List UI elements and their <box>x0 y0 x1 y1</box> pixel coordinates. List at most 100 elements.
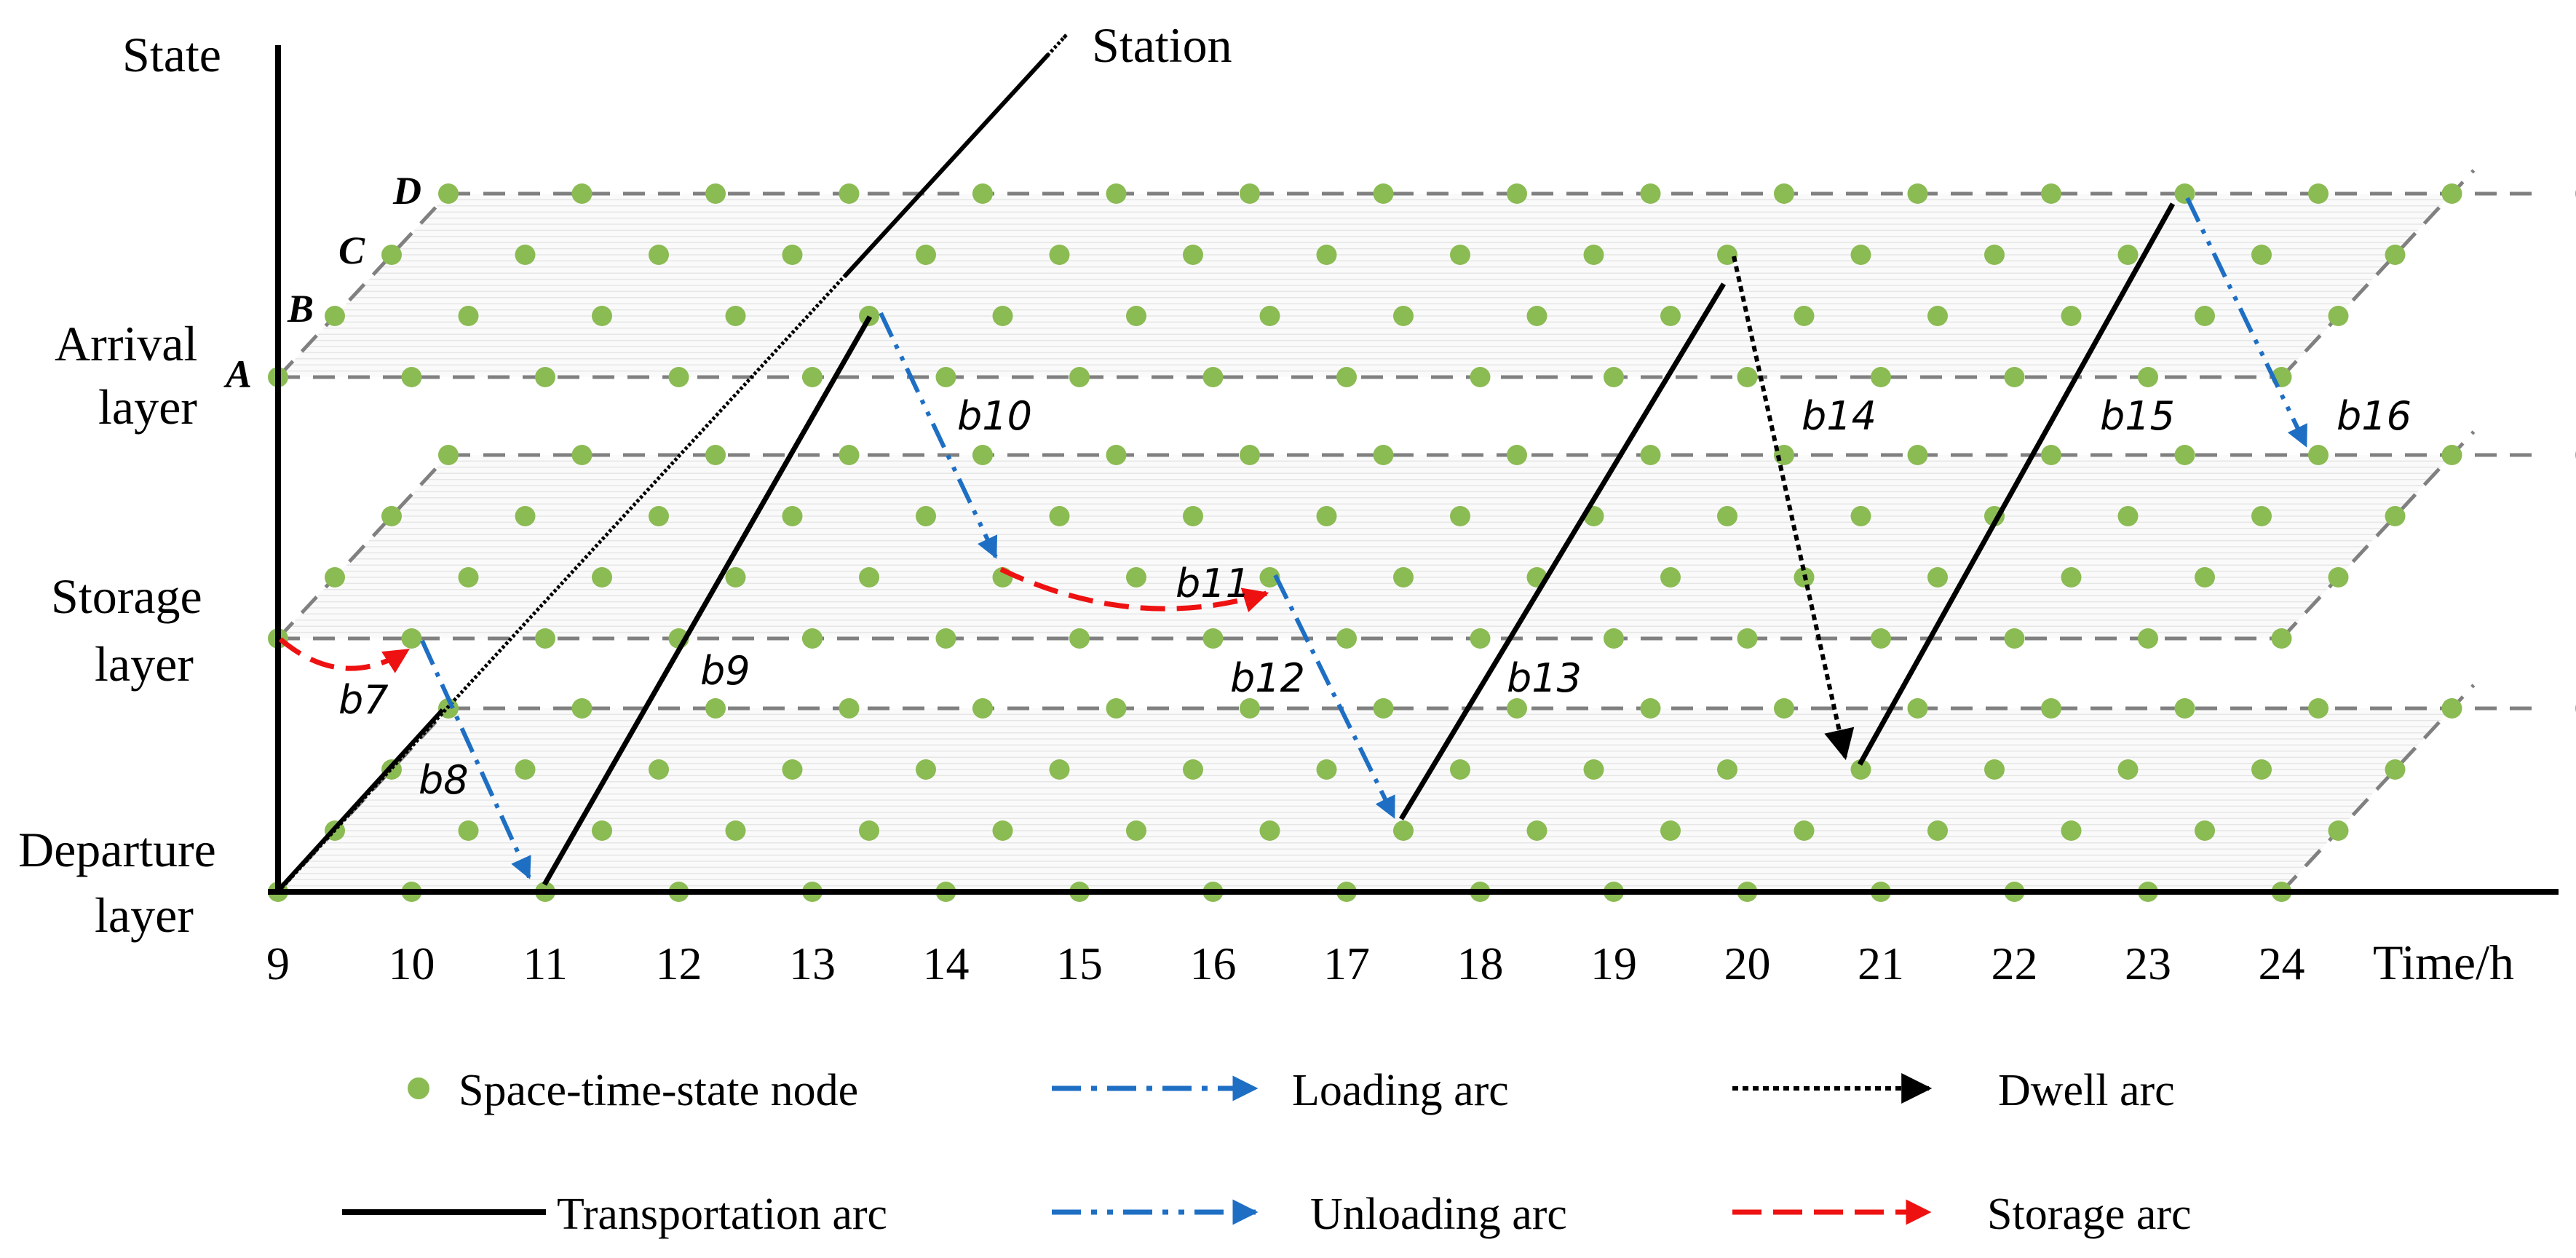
time-tick-label: 12 <box>656 938 702 989</box>
time-tick-label: 24 <box>2259 938 2305 989</box>
space-time-state-node <box>1316 759 1337 780</box>
arc-labels: b7 b8 b9 b10 b11 b12 b13 b14 b15 b16 <box>338 393 2411 803</box>
space-time-state-node <box>1660 306 1681 326</box>
space-time-state-node <box>2004 367 2025 387</box>
loading-arc-b8 <box>420 639 531 879</box>
space-time-state-node <box>1450 759 1470 780</box>
space-time-state-node <box>2061 820 2082 841</box>
space-time-state-node <box>2328 820 2349 841</box>
space-time-state-node <box>1450 506 1470 526</box>
arrival-right-edge <box>2280 169 2476 379</box>
unloading-arc-b10 <box>879 312 998 559</box>
space-time-state-node <box>1259 567 1280 588</box>
space-time-state-node <box>1069 628 1090 649</box>
space-time-state-node <box>1984 759 2005 780</box>
space-time-state-node <box>2195 820 2215 841</box>
space-time-state-node <box>1069 367 1090 387</box>
space-time-state-node <box>705 698 726 719</box>
time-tick-label: 10 <box>389 938 435 989</box>
time-tick-label: 15 <box>1056 938 1103 989</box>
space-time-state-node <box>1049 245 1070 265</box>
space-time-state-node <box>325 567 345 588</box>
legend-loading-label: Loading arc <box>1292 1066 1509 1115</box>
loading-arc-b12 <box>1273 574 1396 819</box>
time-tick-label: 9 <box>266 938 290 989</box>
state-axis-label: State <box>122 27 221 82</box>
storage-layer-label-2: layer <box>95 636 194 692</box>
space-time-state-node <box>1794 820 1815 841</box>
time-tick-label: 16 <box>1190 938 1237 989</box>
space-time-state-node <box>1240 445 1260 465</box>
space-time-state-node <box>782 245 803 265</box>
station-label-c: C <box>338 229 365 272</box>
space-time-state-node <box>535 367 555 387</box>
unloading-arc-b16 <box>2185 197 2308 448</box>
space-time-state-node <box>2061 306 2082 326</box>
space-time-state-node <box>2138 367 2158 387</box>
station-axis-solid-top <box>842 52 1050 279</box>
station-label-b: B <box>287 287 314 331</box>
space-time-state-node <box>1049 759 1070 780</box>
space-time-state-node <box>782 759 803 780</box>
space-time-state-node <box>916 245 936 265</box>
space-time-state-node <box>2441 698 2462 719</box>
space-time-state-node <box>972 183 993 204</box>
space-time-state-node <box>2174 183 2195 204</box>
space-time-state-node <box>1183 759 1203 780</box>
space-time-state-node <box>1984 245 2005 265</box>
space-time-state-node <box>1126 306 1146 326</box>
space-time-state-node <box>1604 628 1624 649</box>
space-time-state-node <box>1927 567 1948 588</box>
space-time-state-node <box>458 820 479 841</box>
space-time-state-node <box>839 698 860 719</box>
space-time-state-node <box>2328 567 2349 588</box>
space-time-state-node <box>972 698 993 719</box>
space-time-state-node <box>571 183 593 204</box>
arcs <box>278 197 2308 890</box>
space-time-state-node <box>1907 698 1928 719</box>
space-time-state-node <box>1202 367 1224 387</box>
arc-label-b10: b10 <box>957 393 1032 439</box>
space-time-state-node <box>1717 245 1737 265</box>
transportation-arc-b15 <box>1857 202 2176 766</box>
space-time-state-node <box>592 567 612 588</box>
space-time-state-node <box>1393 567 1414 588</box>
legend-transportation-label: Transportation arc <box>557 1190 887 1239</box>
transportation-arc-b9 <box>542 315 873 886</box>
arc-label-b8: b8 <box>419 757 469 803</box>
space-time-state-node <box>649 245 669 265</box>
space-time-state-node <box>592 306 612 326</box>
space-time-state-node <box>935 367 956 387</box>
space-time-state-node <box>1126 820 1146 841</box>
space-time-state-node <box>1737 367 1758 387</box>
time-tick-label: 19 <box>1590 938 1637 989</box>
space-time-state-node <box>1470 367 1491 387</box>
space-time-state-node <box>1774 183 1794 204</box>
space-time-state-node <box>1871 628 1891 649</box>
arrival-left-edge <box>277 192 450 379</box>
arc-label-b7: b7 <box>338 677 389 723</box>
time-tick-label: 13 <box>789 938 836 989</box>
space-time-state-node <box>725 306 746 326</box>
space-time-state-node <box>1373 183 1394 204</box>
space-time-state-node <box>2195 306 2215 326</box>
space-time-state-node <box>1240 183 1260 204</box>
space-time-state-node <box>571 445 593 465</box>
space-time-state-node <box>705 183 726 204</box>
space-time-state-node <box>2041 183 2061 204</box>
arc-label-b15: b15 <box>2100 393 2175 439</box>
space-time-state-node <box>438 445 459 465</box>
time-tick-label: 20 <box>1724 938 1771 989</box>
space-time-state-node <box>1393 306 1414 326</box>
space-time-state-node <box>1907 183 1928 204</box>
space-time-state-node <box>802 628 823 649</box>
space-time-state-node <box>1526 306 1547 326</box>
space-time-state-node <box>458 306 479 326</box>
space-time-state-node <box>1507 698 1527 719</box>
space-time-state-node <box>1183 506 1203 526</box>
legend-storage-label: Storage arc <box>1987 1190 2192 1239</box>
space-time-state-node <box>1336 367 1357 387</box>
layer-labels: Arrival layer Storage layer Departure la… <box>18 316 216 943</box>
arc-label-b9: b9 <box>700 648 750 694</box>
space-time-state-node <box>2308 183 2329 204</box>
